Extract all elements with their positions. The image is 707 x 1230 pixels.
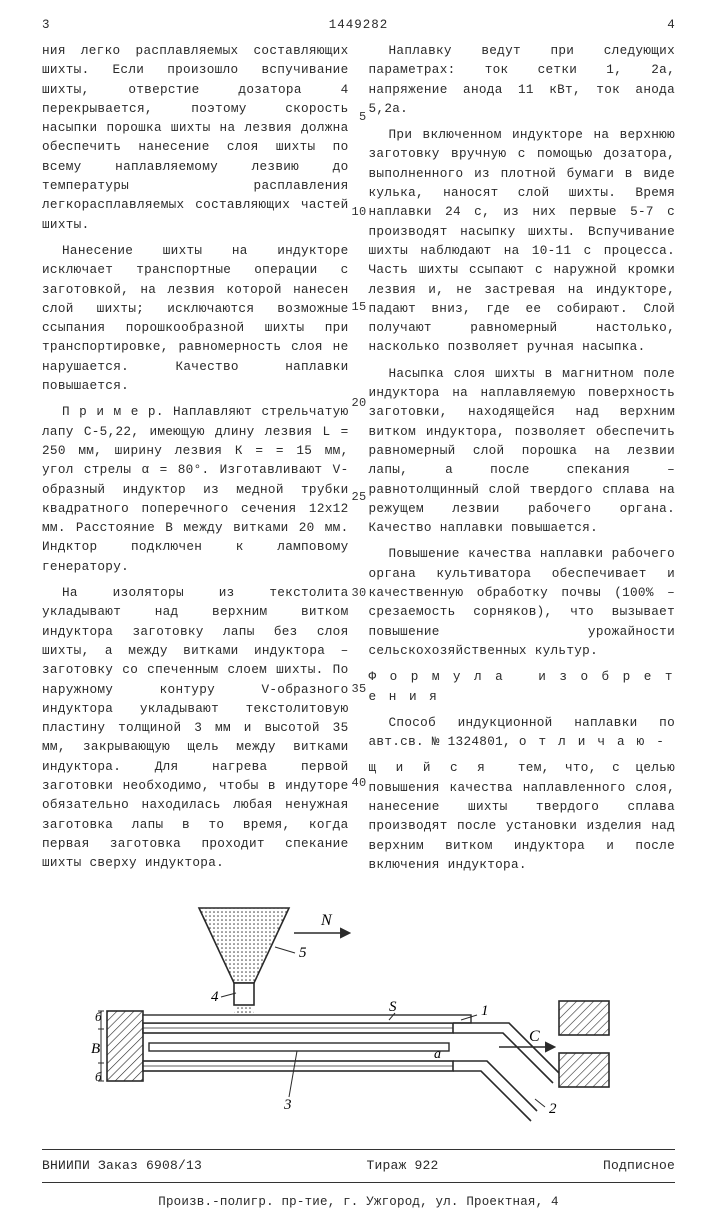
line-mark: 25 (351, 488, 366, 506)
imprint-mid: Тираж 922 (367, 1156, 439, 1176)
lead-out (453, 1023, 559, 1121)
figure: N б B б S (89, 903, 629, 1123)
claim-text-b: тем, что, с целью повышения качества нап… (369, 760, 683, 871)
label-5: 5 (299, 945, 307, 961)
imprint-right: Подписное (603, 1156, 675, 1176)
claim-emph-b: щ и й с я (369, 760, 487, 775)
line-mark: 30 (351, 584, 366, 602)
right-para-3: Насыпка слоя шихты в магнитном поле инду… (369, 364, 676, 538)
imprint-bar: ВНИИПИ Заказ 6908/13 Тираж 922 Подписное (42, 1149, 675, 1183)
label-S: S (389, 999, 397, 1015)
right-para-4: Повышение качества наплавки рабочего орг… (369, 544, 676, 660)
text-columns: ния легко расплавляемых составляющих ших… (42, 41, 675, 881)
label-C: C (529, 1028, 540, 1045)
right-para-6: щ и й с я тем, что, с целью повышения ка… (369, 758, 676, 874)
line-mark: 20 (351, 394, 366, 412)
inductor-bottom-turn (143, 1061, 453, 1071)
label-4: 4 (211, 989, 219, 1005)
right-para-1: Наплавку ведут при следующих параметрах:… (369, 41, 676, 118)
label-a: a (434, 1047, 441, 1062)
terminal-bottom (559, 1053, 609, 1087)
line-mark: 5 (359, 108, 367, 126)
left-para-2: Нанесение шихты на индукторе исключает т… (42, 241, 349, 395)
right-para-5: Способ индукционной наплавки по авт.св. … (369, 713, 676, 752)
page-number-left: 3 (42, 16, 72, 35)
right-para-2: При включенном индукторе на верхнюю заго… (369, 125, 676, 357)
mount-left (107, 1011, 143, 1081)
label-B: B (91, 1041, 100, 1057)
line-mark: 10 (351, 203, 366, 221)
imprint-left: ВНИИПИ Заказ 6908/13 (42, 1156, 202, 1176)
line-mark: 15 (351, 298, 366, 316)
left-para-1: ния легко расплавляемых составляющих ших… (42, 41, 349, 234)
page: 3 1449282 4 ния легко расплавляемых сост… (0, 0, 707, 1230)
label-1: 1 (481, 1003, 489, 1019)
label-N: N (320, 912, 333, 929)
formula-heading: Ф о р м у л а и з о б р е т е н и я (369, 667, 676, 706)
colophon: Произв.-полигр. пр-тие, г. Ужгород, ул. … (42, 1193, 675, 1212)
claim-emph-a: о т л и ч а ю - (519, 734, 666, 749)
line-mark: 40 (351, 774, 366, 792)
left-column: ния легко расплавляемых составляющих ших… (42, 41, 349, 881)
page-header: 3 1449282 4 (42, 16, 675, 35)
label-2: 2 (549, 1101, 557, 1117)
left-para-3: П р и м е р. Наплавляют стрельчатую лапу… (42, 402, 349, 576)
upper-workpiece (143, 1015, 471, 1023)
middle-insulator (149, 1043, 449, 1051)
line-mark: 35 (351, 680, 366, 698)
right-column: 5 10 15 20 25 30 35 40 Наплавку ведут пр… (369, 41, 676, 881)
inductor-top-turn (143, 1023, 453, 1033)
patent-number: 1449282 (72, 16, 645, 35)
figure-svg: N б B б S (89, 903, 629, 1123)
left-para-4: На изоляторы из текстолита укладывают на… (42, 583, 349, 872)
label-3: 3 (283, 1097, 292, 1113)
terminal-top (559, 1001, 609, 1035)
page-number-right: 4 (645, 16, 675, 35)
